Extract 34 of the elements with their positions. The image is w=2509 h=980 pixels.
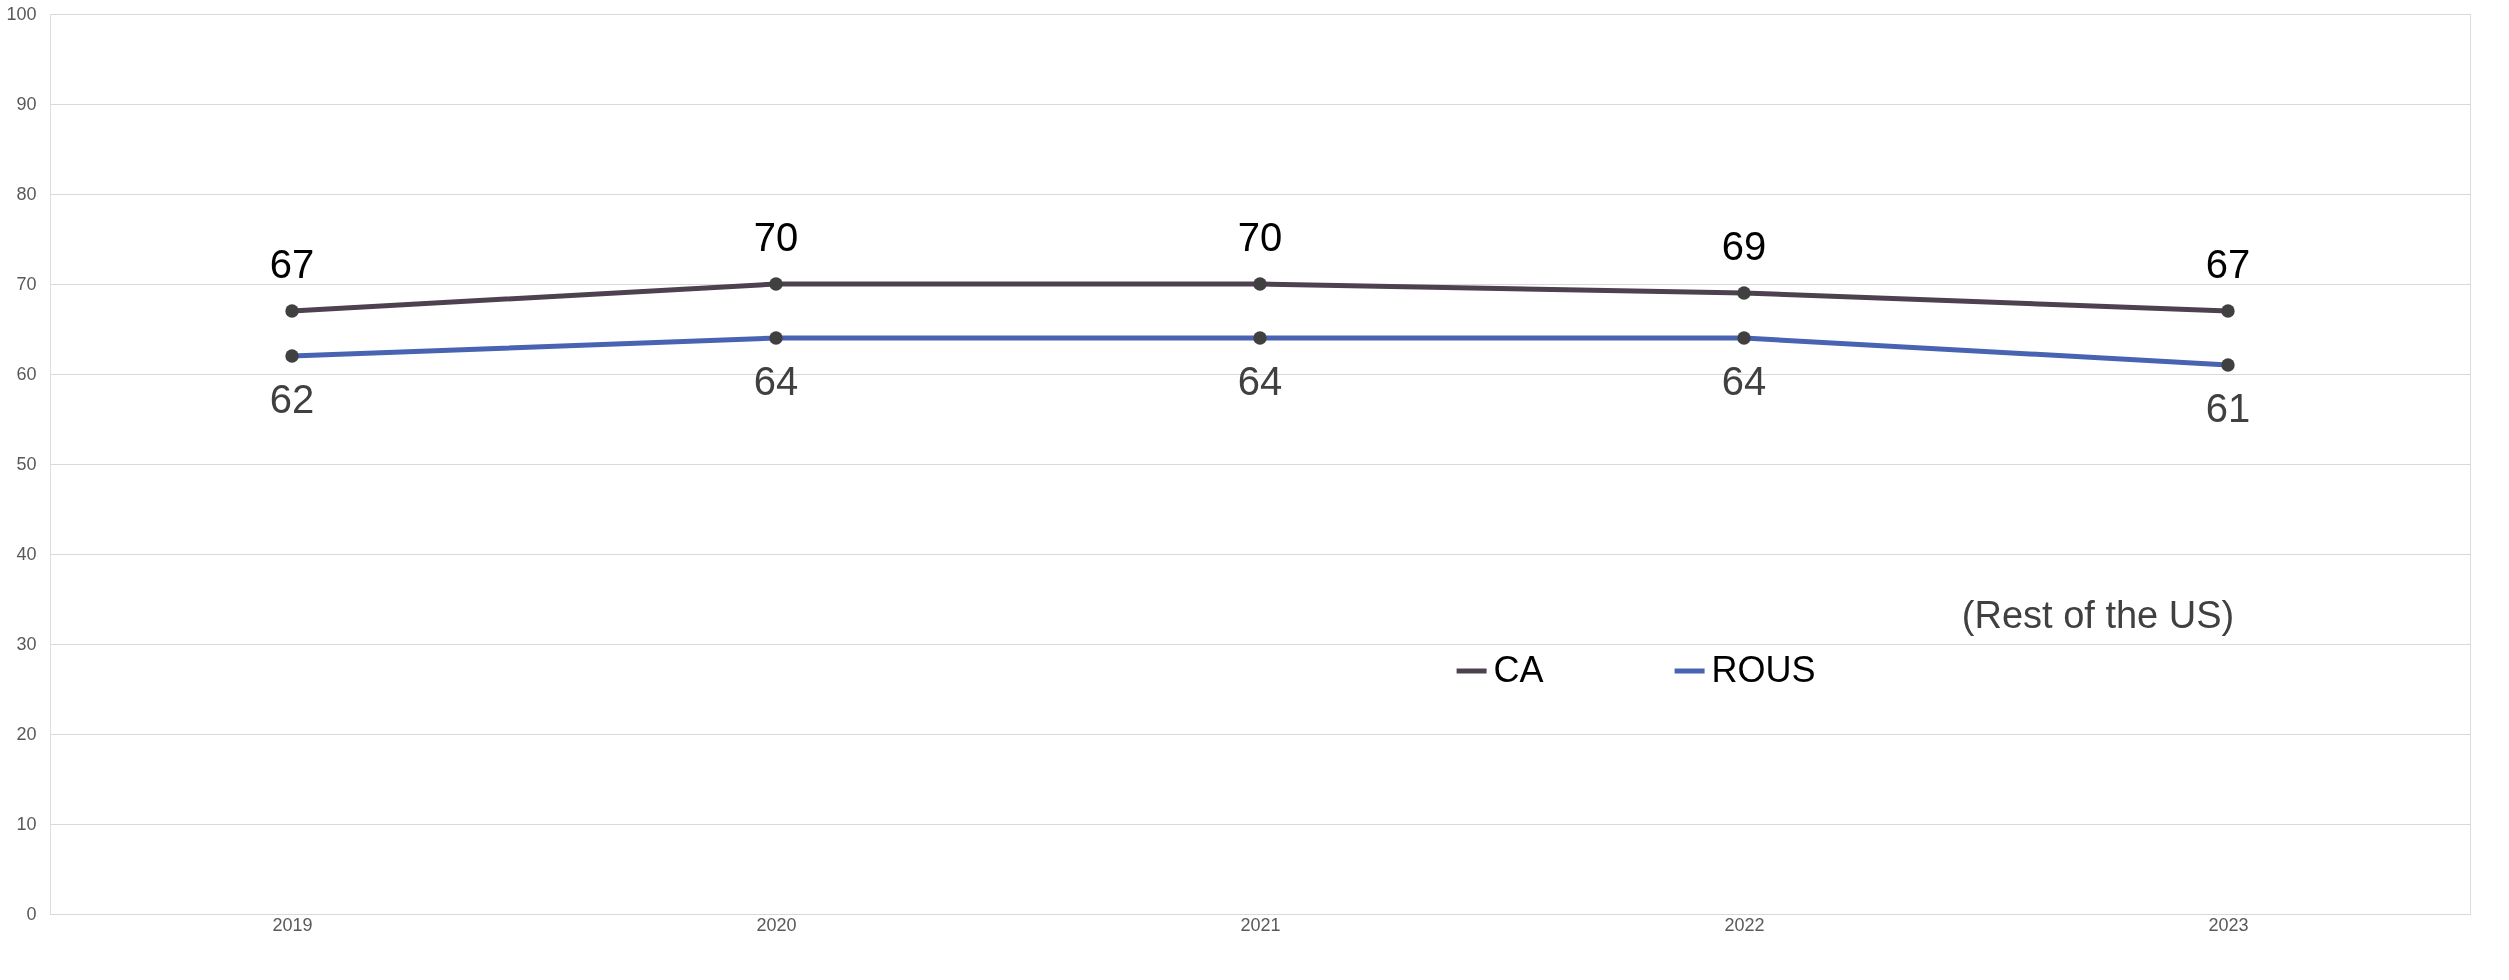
data-label: 61 [2205, 386, 2251, 430]
data-label: 70 [1237, 215, 1283, 259]
x-tick-label: 2020 [756, 914, 797, 935]
data-label: 62 [269, 377, 315, 421]
point [1737, 286, 1751, 300]
point [769, 277, 783, 291]
data-label: 69 [1721, 224, 1767, 268]
data-label: 64 [1237, 359, 1283, 403]
point [2221, 304, 2235, 318]
y-tick-label: 50 [16, 453, 37, 474]
y-tick-label: 80 [16, 183, 37, 204]
y-tick-label: 10 [16, 813, 37, 834]
legend-label: ROUS [1711, 649, 1816, 690]
point [285, 304, 299, 318]
data-label: 64 [753, 359, 799, 403]
y-tick-label: 90 [16, 93, 37, 114]
data-label: 67 [269, 242, 315, 286]
y-tick-label: 0 [26, 903, 37, 924]
y-tick-label: 70 [16, 273, 37, 294]
data-label: 67 [2205, 242, 2251, 286]
y-tick-label: 30 [16, 633, 37, 654]
legend-label: CA [1493, 649, 1544, 690]
y-tick-label: 60 [16, 363, 37, 384]
annotation: (Rest of the US) [1961, 594, 2235, 636]
y-tick-label: 20 [16, 723, 37, 744]
x-tick-label: 2019 [272, 914, 313, 935]
point [1253, 277, 1267, 291]
y-tick-label: 40 [16, 543, 37, 564]
x-tick-label: 2022 [1724, 914, 1765, 935]
data-label: 70 [753, 215, 799, 259]
data-label: 64 [1721, 359, 1767, 403]
x-tick-label: 2021 [1240, 914, 1281, 935]
x-tick-label: 2023 [2208, 914, 2249, 935]
y-tick-label: 100 [6, 3, 37, 24]
